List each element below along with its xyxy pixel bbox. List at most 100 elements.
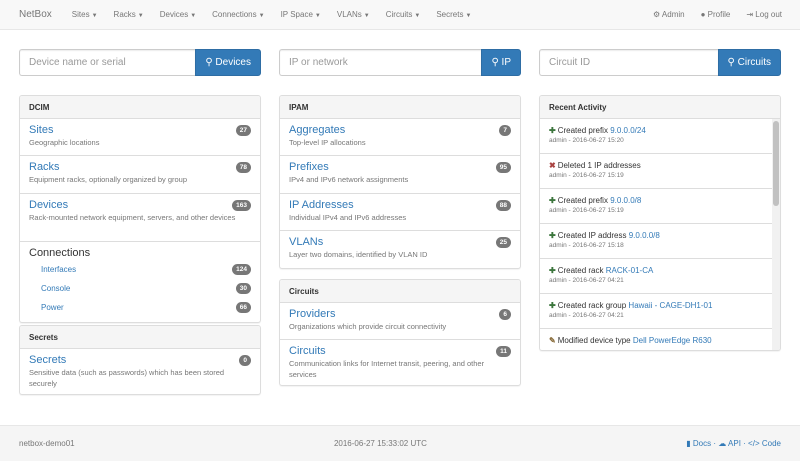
item-link[interactable]: Devices bbox=[29, 199, 69, 211]
nav-racks[interactable]: Racks ▼ bbox=[114, 10, 144, 19]
code-link[interactable]: </> Code bbox=[748, 439, 781, 448]
nav-circuits[interactable]: Circuits ▼ bbox=[386, 10, 421, 19]
recent-activity-panel: Recent Activity ✚ Created prefix 9.0.0.0/… bbox=[539, 95, 781, 351]
item-link[interactable]: Secrets bbox=[29, 354, 67, 366]
footer: netbox-demo01 2016-06-27 15:33:02 UTC ▮ … bbox=[0, 425, 800, 461]
activity-action: Created IP address bbox=[557, 231, 627, 240]
user-icon: ● bbox=[700, 10, 706, 19]
activity-meta: admin - 2016-06-27 04:21 bbox=[549, 312, 624, 319]
brand-link[interactable]: NetBox bbox=[19, 9, 52, 20]
plus-icon: ✚ bbox=[549, 301, 556, 310]
profile-link[interactable]: ● Profile bbox=[701, 10, 731, 19]
panel-heading: Secrets bbox=[20, 326, 260, 349]
sub-item-power[interactable]: Power 66 bbox=[29, 298, 251, 317]
sub-link[interactable]: Power bbox=[41, 303, 64, 312]
activity-item: ✎ Modified device type Dell PowerEdge R63… bbox=[540, 329, 772, 350]
device-search-input[interactable]: Device name or serial bbox=[19, 49, 196, 76]
scrollbar[interactable] bbox=[772, 119, 780, 350]
activity-action: Created prefix bbox=[557, 196, 608, 205]
api-label: API bbox=[728, 439, 741, 448]
item-desc: IPv4 and IPv6 network assignments bbox=[289, 175, 409, 184]
ip-search-button[interactable]: ⚲ IP bbox=[481, 49, 521, 76]
activity-link[interactable]: 9.0.0.0/24 bbox=[610, 126, 646, 135]
sub-item-interfaces[interactable]: Interfaces 124 bbox=[29, 260, 251, 279]
item-link[interactable]: Prefixes bbox=[289, 161, 329, 173]
admin-link[interactable]: ⚙ Admin bbox=[653, 10, 685, 19]
circuits-panel: Circuits Providers 6 Organizations which p… bbox=[279, 279, 521, 386]
list-item-sites: Sites 27 Geographic locations bbox=[20, 119, 260, 156]
count-badge: 124 bbox=[232, 264, 251, 275]
panel-heading: Circuits bbox=[280, 280, 520, 303]
count-badge: 11 bbox=[496, 345, 511, 357]
item-link[interactable]: VLANs bbox=[289, 236, 324, 248]
count-badge: 25 bbox=[495, 236, 511, 248]
nav-sites[interactable]: Sites ▼ bbox=[72, 10, 98, 19]
list-item-vlans: VLANs 25 Layer two domains, identified by … bbox=[280, 231, 520, 268]
nav-devices[interactable]: Devices ▼ bbox=[160, 10, 196, 19]
plus-icon: ✚ bbox=[549, 231, 556, 240]
activity-link[interactable]: Dell PowerEdge R630 bbox=[632, 336, 712, 345]
nav-right: ⚙ Admin ● Profile ⇥ Log out bbox=[653, 10, 782, 19]
server-time: 2016-06-27 15:33:02 UTC bbox=[333, 439, 427, 448]
item-desc: Geographic locations bbox=[29, 138, 100, 147]
circuit-search-button[interactable]: ⚲ Circuits bbox=[717, 49, 781, 76]
item-link[interactable]: IP Addresses bbox=[289, 199, 354, 211]
item-link[interactable]: Circuits bbox=[289, 345, 326, 357]
pencil-icon: ✎ bbox=[549, 336, 556, 345]
count-badge: 163 bbox=[232, 199, 251, 211]
dcim-panel: DCIM Sites 27 Geographic locations Racks 78… bbox=[19, 95, 261, 323]
item-link[interactable]: Providers bbox=[289, 308, 336, 320]
nav-label: Secrets bbox=[436, 10, 464, 19]
activity-action: Created rack group bbox=[557, 301, 627, 310]
ip-search-input[interactable]: IP or network bbox=[279, 49, 482, 76]
count-badge: 78 bbox=[235, 161, 251, 173]
list-item-aggregates: Aggregates 7 Top-level IP allocations bbox=[280, 119, 520, 156]
activity-item: ✚ Created rack group Hawaii - CAGE-DH1-01… bbox=[540, 294, 772, 329]
activity-link[interactable]: 9.0.0.0/8 bbox=[628, 231, 660, 240]
item-link[interactable]: Sites bbox=[29, 124, 54, 136]
item-desc: Top-level IP allocations bbox=[289, 138, 366, 147]
sub-item-console[interactable]: Console 30 bbox=[29, 279, 251, 298]
book-icon: ▮ bbox=[686, 439, 691, 448]
nav-connections[interactable]: Connections ▼ bbox=[212, 10, 264, 19]
code-icon: </> bbox=[748, 439, 760, 448]
activity-link[interactable]: RACK-01-CA bbox=[605, 266, 654, 275]
docs-label: Docs bbox=[692, 439, 712, 448]
circuit-search-input[interactable]: Circuit ID bbox=[539, 49, 718, 76]
sub-link[interactable]: Interfaces bbox=[41, 265, 77, 274]
item-desc: Layer two domains, identified by VLAN ID bbox=[289, 250, 428, 259]
activity-link[interactable]: 9.0.0.0/8 bbox=[610, 196, 642, 205]
nav-secrets[interactable]: Secrets ▼ bbox=[436, 10, 471, 19]
item-link[interactable]: Aggregates bbox=[289, 124, 346, 136]
count-badge: 0 bbox=[239, 354, 251, 366]
activity-item: ✚ Created rack RACK-01-CA admin - 2016-06-… bbox=[540, 259, 772, 294]
footer-links: ▮ Docs · ☁ API · </> Code bbox=[686, 439, 781, 448]
api-link[interactable]: ☁ API bbox=[718, 439, 741, 448]
nav-vlans[interactable]: VLANs ▼ bbox=[337, 10, 370, 19]
device-search-button[interactable]: ⚲ Devices bbox=[195, 49, 261, 76]
activity-link[interactable]: Hawaii - CAGE-DH1-01 bbox=[628, 301, 713, 310]
count-badge: 27 bbox=[235, 124, 251, 136]
nav-ip-space[interactable]: IP Space ▼ bbox=[281, 10, 321, 19]
activity-action: Modified device type bbox=[557, 336, 631, 345]
activity-item: ✚ Created prefix 9.0.0.0/24 admin - 2016-0… bbox=[540, 119, 772, 154]
list-item-racks: Racks 78 Equipment racks, optionally organ… bbox=[20, 156, 260, 194]
sub-link[interactable]: Console bbox=[41, 284, 71, 293]
caret-icon: ▼ bbox=[414, 13, 421, 19]
activity-item: ✚ Created IP address 9.0.0.0/8 admin - 201… bbox=[540, 224, 772, 259]
search-icon: ⚲ bbox=[727, 57, 735, 68]
logout-icon: ⇥ bbox=[746, 10, 754, 19]
scrollbar-thumb[interactable] bbox=[773, 121, 779, 206]
logout-link[interactable]: ⇥ Log out bbox=[746, 10, 782, 19]
item-desc: Communication links for Internet transit… bbox=[289, 359, 485, 379]
connections-label: Connections bbox=[29, 247, 91, 259]
count-badge: 7 bbox=[499, 124, 511, 136]
activity-meta bbox=[549, 346, 763, 350]
hostname: netbox-demo01 bbox=[19, 439, 75, 448]
nav-label: Circuits bbox=[385, 10, 413, 19]
panel-heading: DCIM bbox=[20, 96, 260, 119]
item-link[interactable]: Racks bbox=[29, 161, 60, 173]
docs-link[interactable]: ▮ Docs bbox=[686, 439, 711, 448]
nav-label: Racks bbox=[113, 10, 136, 19]
activity-meta: admin - 2016-06-27 15:20 bbox=[549, 137, 624, 144]
